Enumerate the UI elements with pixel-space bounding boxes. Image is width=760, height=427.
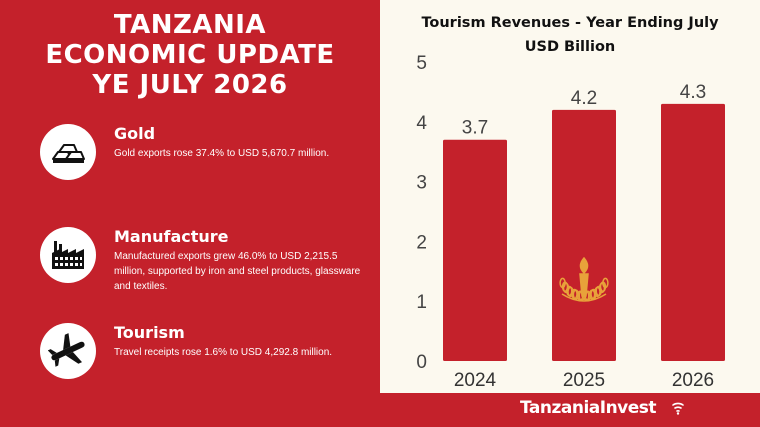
brand-logo: TanzaniaInvest bbox=[520, 398, 657, 418]
chart-title-line-2: USD Billion bbox=[524, 39, 616, 55]
highlight-title: Manufacture bbox=[114, 227, 229, 246]
signal-icon bbox=[672, 402, 684, 415]
highlight-title: Gold bbox=[114, 124, 156, 143]
footer-bar bbox=[380, 393, 760, 427]
factory-icon bbox=[40, 227, 96, 283]
bar-chart: 0 1 2 3 4 5 3.7 2024 4.2 2025 4.3 2026 bbox=[416, 53, 725, 391]
y-tick-label: 3 bbox=[416, 173, 427, 194]
highlight-description: Travel receipts rose 1.6% to USD 4,292.8… bbox=[114, 347, 333, 358]
bar bbox=[552, 109, 616, 361]
chart-title: Tourism Revenues - Year Ending July USD … bbox=[380, 11, 760, 59]
y-tick-label: 1 bbox=[416, 292, 427, 313]
y-tick-label: 4 bbox=[416, 113, 427, 134]
x-tick-label: 2024 bbox=[454, 370, 497, 391]
bar bbox=[443, 139, 507, 361]
data-label: 3.7 bbox=[462, 118, 488, 139]
data-label: 4.2 bbox=[571, 88, 597, 109]
title-line-2: ECONOMIC UPDATE bbox=[45, 40, 335, 70]
x-tick-label: 2026 bbox=[672, 370, 714, 391]
page-title: TANZANIA ECONOMIC UPDATE YE JULY 2026 bbox=[0, 10, 380, 100]
highlight-title: Tourism bbox=[114, 323, 185, 342]
y-tick-label: 0 bbox=[416, 352, 427, 373]
airplane-icon bbox=[40, 323, 96, 379]
x-tick-label: 2025 bbox=[563, 370, 605, 391]
y-tick-label: 2 bbox=[416, 232, 427, 253]
highlight-description: Manufactured exports grew 46.0% to USD 2… bbox=[114, 251, 361, 292]
highlight-description: Gold exports rose 37.4% to USD 5,670.7 m… bbox=[114, 148, 330, 159]
chart-title-line-1: Tourism Revenues - Year Ending July bbox=[421, 15, 719, 31]
left-panel: TANZANIA ECONOMIC UPDATE YE JULY 2026 Go… bbox=[0, 10, 380, 379]
gold-bars-icon bbox=[40, 124, 96, 180]
title-line-3: YE JULY 2026 bbox=[92, 70, 288, 100]
bar bbox=[661, 103, 725, 362]
y-tick-label: 5 bbox=[416, 53, 427, 74]
title-line-1: TANZANIA bbox=[113, 10, 267, 40]
emblem-watermark bbox=[559, 256, 609, 302]
data-label: 4.3 bbox=[680, 82, 706, 103]
